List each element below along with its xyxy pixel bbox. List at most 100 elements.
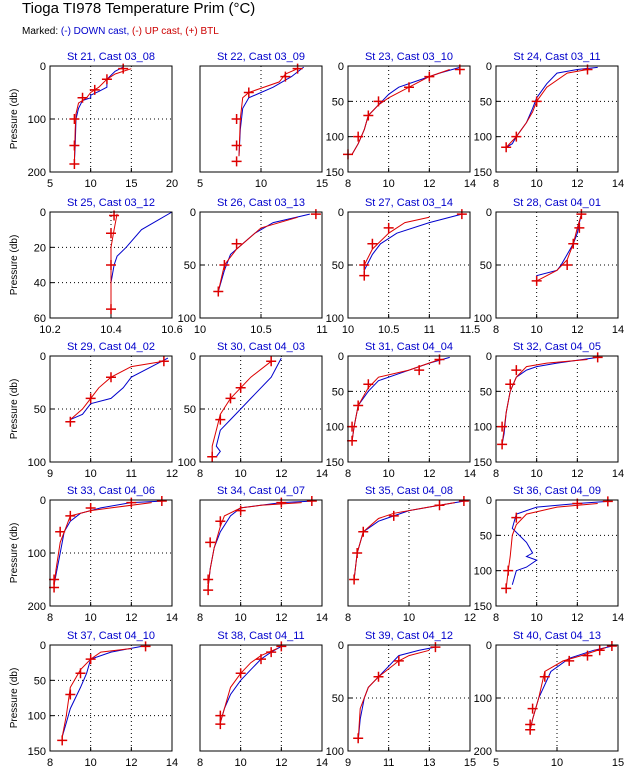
down-cast-line xyxy=(511,500,608,585)
btl-marker xyxy=(106,304,116,315)
plot-frame xyxy=(347,499,471,607)
x-tick-label: 10.4 xyxy=(100,324,121,336)
btl-marker xyxy=(106,260,116,270)
plot-title: St 25, Cast 03_12 xyxy=(67,197,155,209)
btl-marker xyxy=(219,260,230,270)
x-tick-label: 10 xyxy=(383,468,395,480)
btl-marker xyxy=(215,414,226,425)
down-cast-line xyxy=(238,66,305,157)
plot-title: St 32, Cast 04_05 xyxy=(513,341,601,353)
down-cast-line xyxy=(73,66,124,162)
up-cast-line xyxy=(238,68,298,157)
plot-title: St 31, Cast 04_04 xyxy=(365,341,453,353)
plot-title: St 40, Cast 04_13 xyxy=(513,630,601,642)
btl-marker xyxy=(347,435,358,446)
btl-marker xyxy=(531,96,542,107)
y-tick-label: 0 xyxy=(40,351,46,363)
x-tick-label: 10.5 xyxy=(378,324,399,336)
x-tick-label: 11 xyxy=(316,324,327,336)
btl-marker xyxy=(118,63,129,74)
x-tick-label: 12 xyxy=(464,612,476,624)
x-tick-label: 8 xyxy=(197,757,203,769)
y-tick-label: 50 xyxy=(184,260,196,272)
btl-marker xyxy=(497,439,508,450)
x-tick-label: 8 xyxy=(47,612,53,624)
plot-title: St 34, Cast 04_07 xyxy=(217,485,305,497)
y-tick-label: 100 xyxy=(326,313,344,325)
x-tick-label: 14 xyxy=(166,757,178,769)
up-cast-line xyxy=(53,502,152,585)
btl-marker xyxy=(359,260,370,270)
btl-marker xyxy=(203,574,214,585)
btl-marker xyxy=(49,582,60,593)
x-tick-label: 10 xyxy=(531,612,543,624)
x-tick-label: 10 xyxy=(403,612,415,624)
x-tick-label: 8 xyxy=(493,468,499,480)
y-tick-label: 100 xyxy=(326,746,344,758)
btl-marker xyxy=(606,641,617,652)
x-tick-label: 8 xyxy=(197,612,203,624)
down-cast-line xyxy=(219,645,282,723)
up-cast-line xyxy=(217,216,298,292)
y-tick-label: 50 xyxy=(480,260,492,272)
plot-frame xyxy=(495,499,619,607)
btl-marker xyxy=(235,505,246,516)
down-cast-line xyxy=(61,645,142,738)
down-cast-line xyxy=(110,211,173,310)
up-cast-line xyxy=(501,359,588,445)
plot-frame xyxy=(347,355,471,463)
y-axis-label: Pressure (db) xyxy=(9,668,20,729)
btl-marker xyxy=(456,209,467,220)
y-tick-label: 0 xyxy=(338,640,344,652)
btl-marker xyxy=(69,140,80,151)
btl-marker xyxy=(582,650,593,661)
btl-marker xyxy=(349,574,360,585)
plot-title: St 35, Cast 04_08 xyxy=(365,485,453,497)
y-tick-label: 100 xyxy=(28,548,46,560)
y-tick-label: 0 xyxy=(486,351,492,363)
x-tick-label: 11 xyxy=(126,468,137,480)
y-tick-label: 150 xyxy=(474,457,492,469)
x-tick-label: 20 xyxy=(166,178,178,190)
btl-marker xyxy=(367,238,378,249)
x-tick-label: 12 xyxy=(275,757,287,769)
up-cast-line xyxy=(219,648,278,723)
y-tick-label: 50 xyxy=(34,404,46,416)
up-cast-line xyxy=(351,359,440,441)
btl-marker xyxy=(292,63,303,74)
x-tick-label: 10 xyxy=(383,178,395,190)
y-tick-label: 50 xyxy=(34,675,46,687)
y-tick-label: 100 xyxy=(28,711,46,723)
btl-marker xyxy=(215,710,226,721)
btl-marker xyxy=(505,379,516,390)
x-tick-label: 14 xyxy=(612,468,624,480)
x-tick-label: 11 xyxy=(383,757,394,769)
btl-marker xyxy=(231,156,242,167)
y-tick-label: 60 xyxy=(34,313,46,325)
y-tick-label: 50 xyxy=(480,96,492,108)
y-tick-label: 0 xyxy=(40,495,46,507)
btl-marker xyxy=(89,84,100,95)
btl-marker xyxy=(347,421,358,432)
btl-marker xyxy=(564,655,575,666)
plot-title: St 29, Cast 04_02 xyxy=(67,341,155,353)
btl-marker xyxy=(511,365,522,376)
btl-marker xyxy=(235,382,246,393)
down-cast-line xyxy=(70,357,169,421)
btl-marker xyxy=(69,159,80,170)
plot-frame xyxy=(49,499,173,607)
plot-title: St 36, Cast 04_09 xyxy=(513,485,601,497)
btl-marker xyxy=(215,516,226,527)
up-cast-line xyxy=(357,649,430,741)
plot-title: St 37, Cast 04_10 xyxy=(67,630,155,642)
x-tick-label: 14 xyxy=(166,612,178,624)
btl-marker xyxy=(65,689,76,700)
btl-marker xyxy=(576,209,587,220)
btl-marker xyxy=(69,114,80,124)
y-tick-label: 0 xyxy=(40,640,46,652)
x-tick-label: 10 xyxy=(85,612,97,624)
x-tick-label: 12 xyxy=(571,612,583,624)
legend-up-cast: (-) UP cast, xyxy=(132,26,183,37)
x-tick-label: 10 xyxy=(342,324,354,336)
